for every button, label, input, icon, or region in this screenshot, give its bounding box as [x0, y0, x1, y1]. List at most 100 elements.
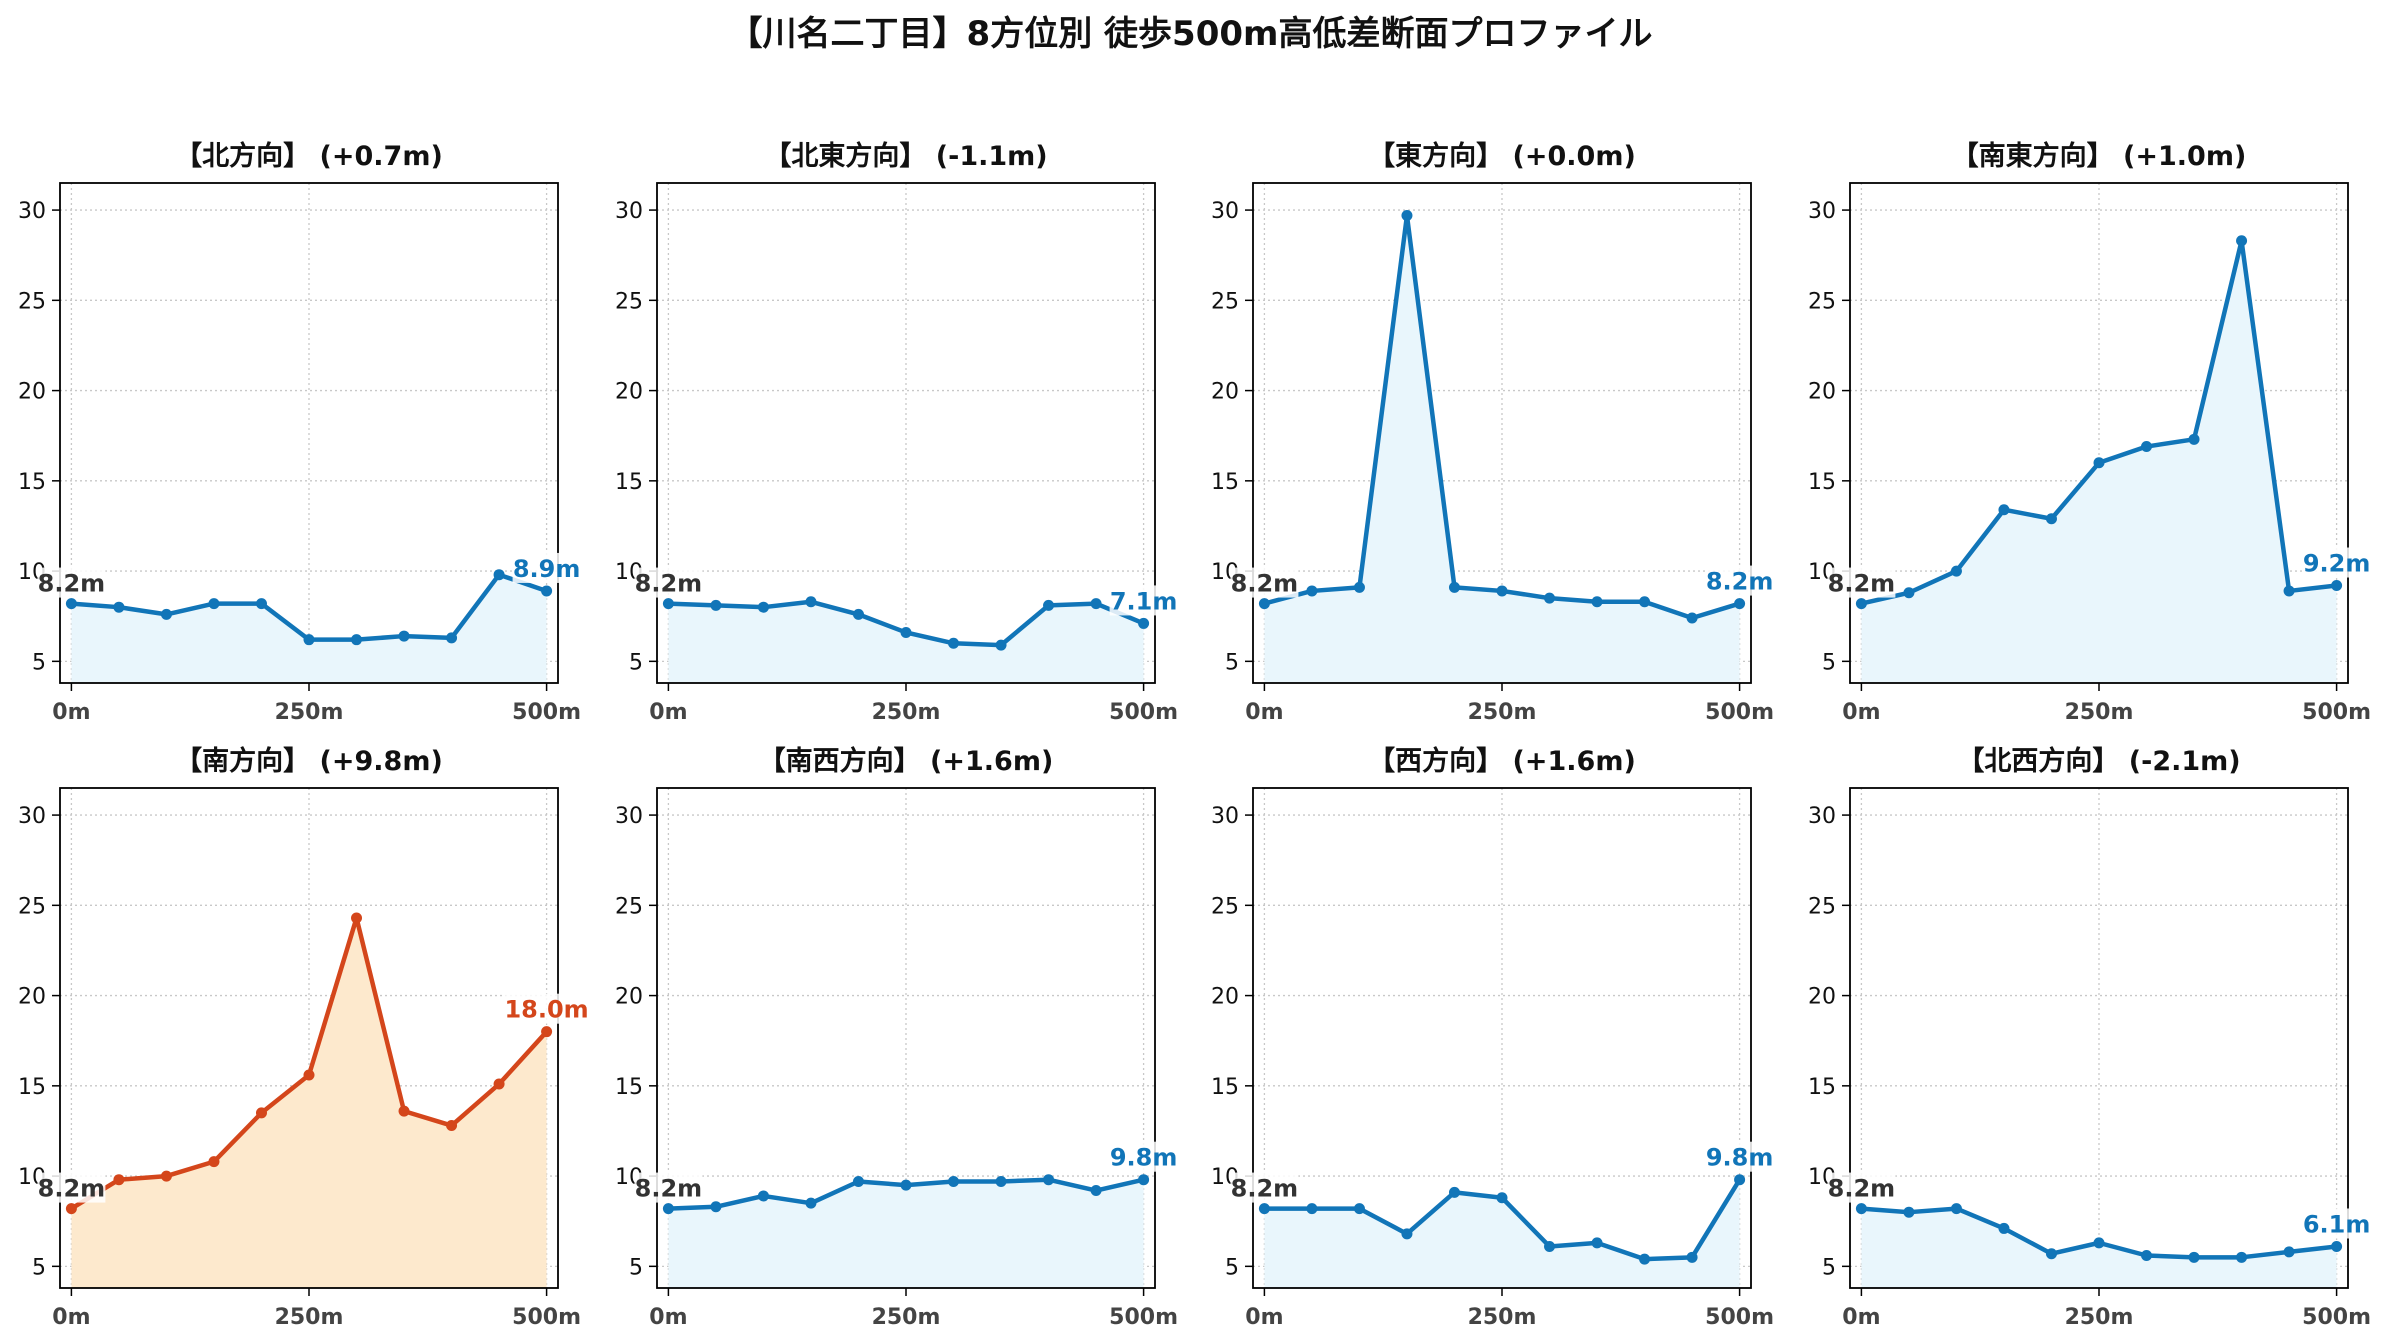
y-tick-label: 15 [1808, 1075, 1836, 1100]
subplot-title: 【東方向】 (+0.0m) [1368, 140, 1636, 172]
data-point [805, 1197, 817, 1209]
data-point [852, 1176, 864, 1188]
start-label-bg [1827, 1172, 1896, 1203]
data-point [255, 598, 267, 610]
data-point [995, 1176, 1007, 1188]
start-value-label: 8.2m [635, 570, 703, 598]
end-value-label: 6.1m [2303, 1210, 2371, 1238]
data-point [65, 1203, 77, 1215]
y-tick-label: 5 [629, 1255, 643, 1280]
x-tick-label: 250m [1468, 700, 1537, 725]
data-point [1258, 598, 1270, 610]
end-value-label: 8.2m [1706, 568, 1774, 596]
data-point [2045, 1248, 2057, 1260]
data-point [1855, 1203, 1867, 1215]
x-tick-label: 500m [512, 700, 581, 725]
data-point [160, 608, 172, 620]
data-point [2236, 1251, 2248, 1263]
y-tick-label: 30 [1211, 199, 1239, 224]
data-point [541, 585, 553, 597]
data-point [446, 632, 458, 644]
y-tick-label: 20 [1808, 985, 1836, 1010]
data-point [1686, 1251, 1698, 1263]
data-point [351, 634, 363, 646]
start-value-label: 8.2m [1231, 570, 1299, 598]
data-point [2045, 513, 2057, 525]
y-tick-label: 25 [1808, 289, 1836, 314]
data-point [2331, 1240, 2343, 1252]
series-area [668, 1179, 1144, 1288]
end-label-bg [1109, 585, 1178, 616]
data-point [1950, 1203, 1962, 1215]
data-point [900, 1179, 912, 1191]
x-tick-label: 0m [649, 700, 687, 725]
data-point [948, 1176, 960, 1188]
start-label-bg [37, 1172, 106, 1203]
data-point [160, 1170, 172, 1182]
data-point [208, 1156, 220, 1168]
subplot-title: 【北西方向】 (-2.1m) [1957, 745, 2240, 777]
y-tick-label: 20 [1808, 380, 1836, 405]
data-point [1591, 596, 1603, 608]
data-point [2141, 1250, 2153, 1262]
series-area [71, 917, 547, 1288]
data-point [208, 598, 220, 610]
y-tick-label: 25 [18, 289, 46, 314]
data-point [493, 569, 505, 581]
subplot-title: 【南東方向】 (+1.0m) [1952, 140, 2247, 172]
data-point [2236, 235, 2248, 247]
y-tick-label: 15 [18, 470, 46, 495]
series-line [1263, 213, 1741, 621]
start-value-label: 8.2m [1828, 1175, 1896, 1203]
figure-title: 【川名二丁目】8方位別 徒歩500m高低差断面プロファイル [728, 14, 1653, 54]
data-point [1950, 565, 1962, 577]
end-label-bg [2302, 547, 2371, 578]
y-tick-label: 30 [615, 804, 643, 829]
data-point [2283, 585, 2295, 597]
data-point [1353, 1203, 1365, 1215]
data-point [1306, 585, 1318, 597]
x-tick-label: 250m [275, 700, 344, 725]
x-tick-label: 250m [872, 700, 941, 725]
data-point [1998, 1222, 2010, 1234]
y-tick-label: 15 [615, 1075, 643, 1100]
x-tick-label: 500m [1109, 700, 1178, 725]
y-tick-label: 15 [1808, 470, 1836, 495]
data-point [1734, 1174, 1746, 1186]
y-tick-label: 25 [18, 894, 46, 919]
data-point [113, 601, 125, 613]
data-point [2093, 457, 2105, 469]
start-value-label: 8.2m [1828, 570, 1896, 598]
y-tick-label: 15 [18, 1075, 46, 1100]
subplot-title: 【南方向】 (+9.8m) [175, 745, 443, 777]
data-point [2093, 1237, 2105, 1249]
y-tick-label: 5 [1225, 650, 1239, 675]
y-tick-label: 30 [1808, 804, 1836, 829]
data-point [2188, 433, 2200, 445]
data-point [757, 1190, 769, 1202]
series-area [1264, 1179, 1740, 1288]
end-label-bg [1705, 565, 1774, 596]
x-tick-label: 500m [512, 1305, 581, 1330]
x-tick-label: 0m [1842, 700, 1880, 725]
data-point [1903, 587, 1915, 599]
y-tick-label: 20 [1211, 985, 1239, 1010]
x-tick-label: 0m [1245, 700, 1283, 725]
start-label-bg [1230, 567, 1299, 598]
end-value-label: 8.9m [513, 555, 581, 583]
data-point [351, 912, 363, 924]
end-label-bg [2302, 1208, 2371, 1239]
data-point [852, 608, 864, 620]
series-area [668, 601, 1144, 683]
data-point [900, 626, 912, 638]
x-tick-label: 500m [1109, 1305, 1178, 1330]
y-tick-label: 30 [615, 199, 643, 224]
end-value-label: 9.8m [1110, 1144, 1178, 1172]
start-label-bg [634, 567, 703, 598]
x-tick-label: 0m [649, 1305, 687, 1330]
data-point [1734, 598, 1746, 610]
y-tick-label: 5 [1225, 1255, 1239, 1280]
